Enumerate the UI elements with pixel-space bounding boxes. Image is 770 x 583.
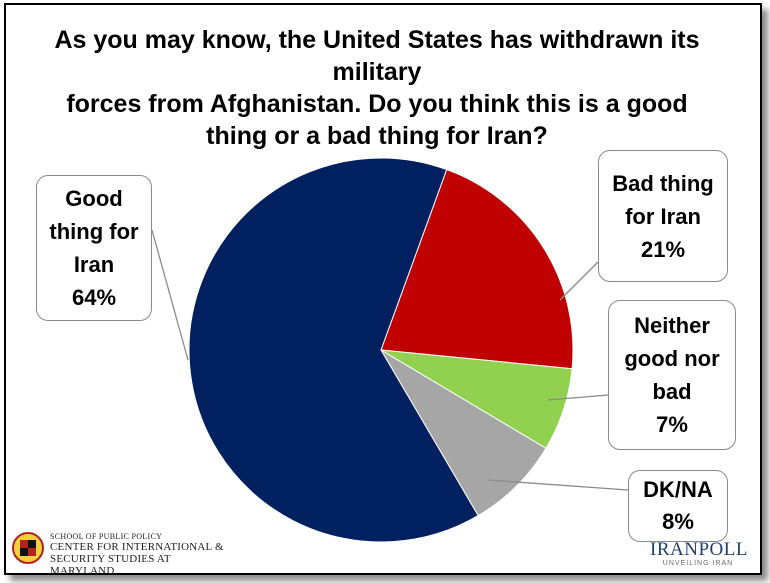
callout-dkna-line-1: DK/NA <box>643 477 713 502</box>
callout-neither-line-2: good nor <box>624 346 720 371</box>
title-line-2: forces from Afghanistan. Do you think th… <box>66 90 688 118</box>
callout-neither: Neither good nor bad 7% <box>608 300 736 450</box>
callout-neither-line-3: bad <box>652 379 692 404</box>
callout-good-line-2: thing for <box>49 219 139 244</box>
callout-dkna-line-2: 8% <box>662 509 694 534</box>
callout-good-line-3: Iran <box>73 252 115 277</box>
leader-bad-thing <box>559 261 599 301</box>
title-line-1: As you may know, the United States has w… <box>54 26 700 86</box>
cissm-logo: SCHOOL OF PUBLIC POLICY CENTER FOR INTER… <box>12 530 232 577</box>
logo-school-text: SCHOOL OF PUBLIC POLICY <box>50 532 163 541</box>
callout-neither-line-4: 7% <box>656 412 688 437</box>
callout-bad-line-3: 21% <box>640 236 686 262</box>
iranpoll-brand: IRANPOLL <box>650 539 748 560</box>
iranpoll-tagline: UNVEILING IRAN <box>662 560 734 567</box>
slice-dkna <box>380 349 547 517</box>
logo-center-line-2: SECURITY STUDIES AT MARYLAND <box>50 553 171 577</box>
callout-bad: Bad thing for Iran 21% <box>598 150 728 282</box>
callout-bad-line-2: for Iran <box>625 203 701 229</box>
slice-good-thing <box>188 157 479 543</box>
title-line-3: thing or a bad thing for Iran? <box>206 122 548 150</box>
leader-dkna <box>487 479 629 491</box>
callout-dkna: DK/NA 8% <box>628 470 728 542</box>
iranpoll-logo: IRANPOLL UNVEILING IRAN <box>650 539 748 568</box>
chart-title: As you may know, the United States has w… <box>40 24 714 152</box>
callout-good: Good thing for Iran 64% <box>36 175 152 321</box>
callout-good-line-1: Good <box>65 186 123 211</box>
callout-bad-line-1: Bad thing <box>612 170 714 196</box>
leader-good-thing <box>151 229 189 361</box>
leader-neither <box>547 394 609 401</box>
callout-neither-line-1: Neither <box>634 313 710 338</box>
callout-good-line-4: 64% <box>71 285 117 310</box>
university-seal-icon <box>12 532 44 564</box>
logo-center-line-1: CENTER FOR INTERNATIONAL & <box>50 541 224 553</box>
